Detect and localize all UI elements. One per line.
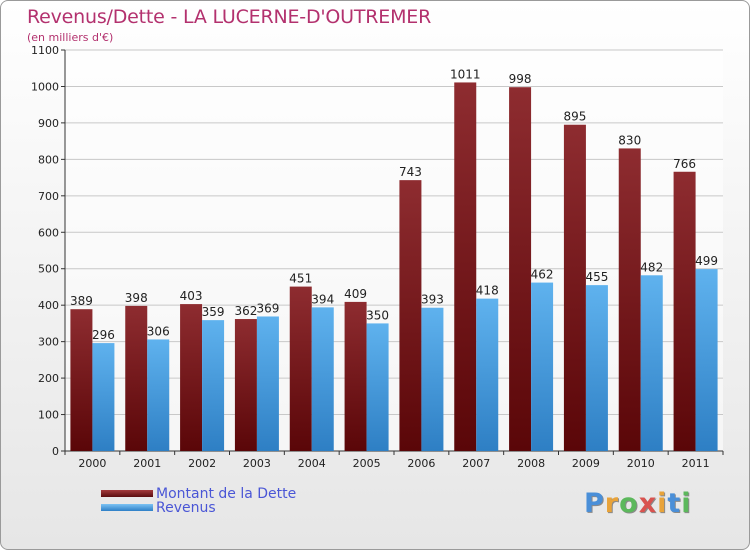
x-tick-label: 2006 bbox=[407, 457, 435, 470]
y-tick-label: 700 bbox=[38, 190, 59, 203]
x-tick-label: 2005 bbox=[353, 457, 381, 470]
data-label-debt: 362 bbox=[234, 304, 257, 318]
data-label-revenue: 499 bbox=[695, 254, 718, 268]
x-tick-label: 2007 bbox=[462, 457, 490, 470]
bar-debt bbox=[180, 304, 203, 451]
y-tick-label: 300 bbox=[38, 336, 59, 349]
y-tick-label: 400 bbox=[38, 299, 59, 312]
data-label-revenue: 369 bbox=[256, 301, 279, 315]
logo-letter: i bbox=[657, 488, 668, 519]
bar-debt bbox=[563, 124, 586, 452]
plot-area bbox=[65, 50, 723, 451]
y-tick-label: 200 bbox=[38, 372, 59, 385]
bar-revenue bbox=[476, 298, 499, 451]
bar-debt bbox=[289, 286, 312, 451]
legend-swatch-revenue bbox=[101, 504, 153, 511]
logo-letter: r bbox=[604, 488, 620, 519]
data-label-revenue: 462 bbox=[531, 268, 554, 282]
data-label-debt: 1011 bbox=[450, 67, 481, 81]
data-label-revenue: 306 bbox=[147, 324, 170, 338]
y-tick-label: 1100 bbox=[31, 44, 59, 57]
data-label-debt: 389 bbox=[70, 294, 93, 308]
x-tick-label: 2001 bbox=[133, 457, 161, 470]
logo-letter: o bbox=[619, 488, 639, 519]
bar-revenue bbox=[366, 323, 389, 451]
y-tick-label: 900 bbox=[38, 117, 59, 130]
y-tick-label: 1000 bbox=[31, 80, 59, 93]
data-label-revenue: 418 bbox=[476, 284, 499, 298]
x-tick-label: 2003 bbox=[243, 457, 271, 470]
chart-title: Revenus/Dette - LA LUCERNE-D'OUTREMER bbox=[27, 6, 432, 28]
data-label-revenue: 482 bbox=[640, 260, 663, 274]
legend-swatch-debt bbox=[101, 490, 153, 497]
bar-revenue bbox=[202, 320, 225, 451]
x-tick-label: 2002 bbox=[188, 457, 216, 470]
legend-label-debt: Montant de la Dette bbox=[156, 486, 297, 502]
data-label-debt: 409 bbox=[344, 287, 367, 301]
x-tick-label: 2011 bbox=[682, 457, 710, 470]
x-tick-label: 2000 bbox=[78, 457, 106, 470]
bar-revenue bbox=[92, 343, 115, 451]
bar-revenue bbox=[311, 307, 334, 451]
logo-letter: x bbox=[638, 488, 658, 519]
data-label-debt: 743 bbox=[399, 165, 422, 179]
y-tick-label: 0 bbox=[52, 445, 59, 458]
data-label-debt: 451 bbox=[289, 272, 312, 286]
data-label-debt: 830 bbox=[618, 133, 641, 147]
chart-subtitle: (en milliers d'€) bbox=[27, 31, 114, 44]
bar-debt bbox=[125, 305, 148, 451]
x-tick-label: 2008 bbox=[517, 457, 545, 470]
data-label-debt: 398 bbox=[125, 291, 148, 305]
data-label-debt: 403 bbox=[180, 289, 203, 303]
bar-debt bbox=[70, 309, 93, 451]
x-tick-label: 2010 bbox=[627, 457, 655, 470]
bar-debt bbox=[344, 301, 367, 451]
bar-debt bbox=[618, 148, 641, 451]
data-label-debt: 766 bbox=[673, 157, 696, 171]
bar-debt bbox=[399, 180, 422, 451]
data-label-debt: 998 bbox=[509, 72, 532, 86]
bar-debt bbox=[509, 87, 532, 451]
y-tick-label: 100 bbox=[38, 409, 59, 422]
logo-letter: i bbox=[681, 488, 692, 519]
data-label-revenue: 359 bbox=[202, 305, 225, 319]
data-label-revenue: 350 bbox=[366, 308, 389, 322]
bar-revenue bbox=[147, 339, 170, 451]
y-tick-label: 600 bbox=[38, 226, 59, 239]
legend-label-revenue: Revenus bbox=[156, 500, 216, 516]
bar-debt bbox=[234, 319, 257, 451]
data-label-debt: 895 bbox=[563, 110, 586, 124]
bar-revenue bbox=[585, 285, 608, 451]
data-label-revenue: 393 bbox=[421, 293, 444, 307]
bar-debt bbox=[454, 82, 477, 451]
bar-revenue bbox=[531, 282, 554, 451]
bar-revenue bbox=[640, 275, 663, 451]
data-label-revenue: 455 bbox=[585, 270, 608, 284]
bar-revenue bbox=[421, 307, 444, 451]
x-tick-label: 2009 bbox=[572, 457, 600, 470]
y-tick-label: 500 bbox=[38, 263, 59, 276]
bar-debt bbox=[673, 171, 696, 451]
bar-revenue bbox=[256, 316, 279, 451]
logo-letter: t bbox=[667, 488, 682, 519]
data-label-revenue: 296 bbox=[92, 328, 115, 342]
y-tick-label: 800 bbox=[38, 153, 59, 166]
proxiti-logo: Proxiti bbox=[584, 488, 692, 519]
x-tick-label: 2004 bbox=[298, 457, 326, 470]
data-label-revenue: 394 bbox=[311, 292, 334, 306]
bar-revenue bbox=[695, 269, 718, 451]
logo-letter: P bbox=[584, 488, 605, 519]
